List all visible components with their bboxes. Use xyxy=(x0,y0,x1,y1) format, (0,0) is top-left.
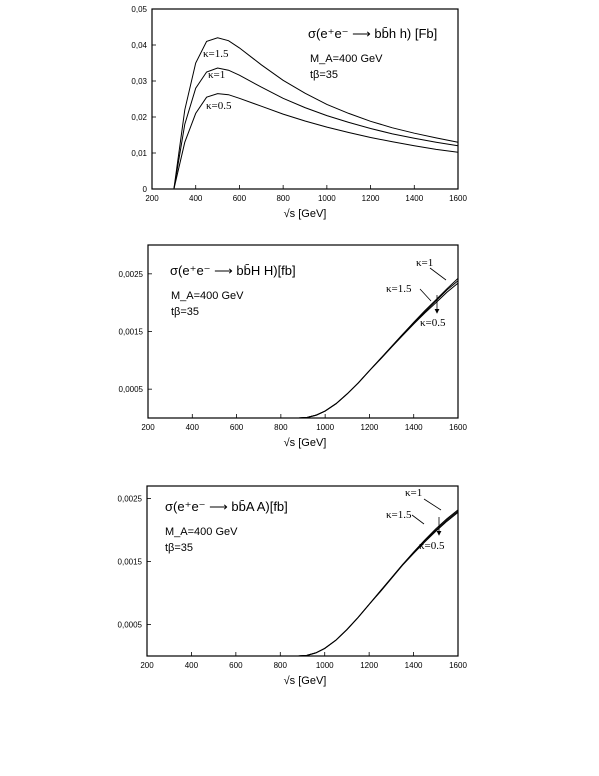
x-tick-label: 1200 xyxy=(361,423,379,432)
series-label-k0-5: κ=0.5 xyxy=(206,100,232,112)
series-line-0 xyxy=(173,37,459,190)
x-tick-label: 1600 xyxy=(449,661,467,670)
chart-panel-HH: 200 400 600 800 1000 1200 1400 1600 0,0005 0,0015… xyxy=(119,244,468,449)
plot-frame xyxy=(151,8,459,190)
ticks-layer: 200 400 600 800 1000 1200 1400 1600 0,0005 0,0015… xyxy=(119,270,468,432)
x-tick-label: 1400 xyxy=(405,661,423,670)
x-tick-label: 1000 xyxy=(316,661,334,670)
x-tick-label: 1200 xyxy=(362,194,380,203)
x-tick-label: 200 xyxy=(141,423,155,432)
series-line-1 xyxy=(298,278,459,419)
series-label-k1-5: κ=1.5 xyxy=(386,509,412,521)
y-tick-label: 0,0025 xyxy=(118,495,143,504)
series-label-k0-5: κ=0.5 xyxy=(419,540,445,552)
annotation-mass: M_A=400 GeV xyxy=(165,526,238,538)
series-line-2 xyxy=(173,93,459,190)
x-tick-label: 1600 xyxy=(449,194,467,203)
x-tick-label: 800 xyxy=(276,194,290,203)
annotation-tanbeta: tβ=35 xyxy=(310,69,338,81)
y-tick-label: 0,05 xyxy=(131,5,147,14)
series-layer xyxy=(298,509,459,657)
x-tick-label: 400 xyxy=(186,423,200,432)
y-tick-label: 0,0025 xyxy=(119,270,144,279)
series-line-1 xyxy=(173,67,459,190)
chart-panel-hh: 200 400 600 800 1000 1200 1400 1600 0 0,01 0,02 0,0… xyxy=(131,5,467,220)
x-tick-label: 1600 xyxy=(449,423,467,432)
series-label-k1: κ=1 xyxy=(208,69,225,81)
series-label-k1-5: κ=1.5 xyxy=(386,283,412,295)
series-layer xyxy=(173,37,459,190)
arrow-k1 xyxy=(429,267,447,281)
series-label-k1: κ=1 xyxy=(405,487,422,499)
annotation-tanbeta: tβ=35 xyxy=(171,306,199,318)
chart-title: σ(e⁺e⁻ ⟶ bb̄A A)[fb] xyxy=(165,499,288,514)
arrow-k1-5 xyxy=(411,514,425,525)
x-tick-label: 400 xyxy=(189,194,203,203)
chart-panel-AA: 200 400 600 800 1000 1200 1400 1600 0,0005 0,0015… xyxy=(118,485,468,687)
annotation-mass: M_A=400 GeV xyxy=(310,53,383,65)
y-tick-label: 0,0015 xyxy=(119,328,144,337)
x-tick-label: 200 xyxy=(145,194,159,203)
x-tick-label: 800 xyxy=(274,423,288,432)
series-line-2 xyxy=(298,512,459,657)
x-tick-label: 400 xyxy=(185,661,199,670)
series-label-k1-5: κ=1.5 xyxy=(203,48,229,60)
x-tick-label: 800 xyxy=(274,661,288,670)
chart-title: σ(e⁺e⁻ ⟶ bb̄H H)[fb] xyxy=(170,263,296,278)
x-tick-label: 1000 xyxy=(316,423,334,432)
series-label-k0-5: κ=0.5 xyxy=(420,317,446,329)
arrow-k1-5 xyxy=(419,288,432,302)
x-axis-label: √s [GeV] xyxy=(284,208,327,220)
annotation-tanbeta: tβ=35 xyxy=(165,542,193,554)
y-tick-label: 0,0015 xyxy=(118,558,143,567)
arrow-k1 xyxy=(423,498,442,511)
y-tick-label: 0,0005 xyxy=(118,621,143,630)
series-layer xyxy=(298,278,459,419)
x-tick-label: 600 xyxy=(229,661,243,670)
x-tick-label: 600 xyxy=(230,423,244,432)
y-tick-label: 0 xyxy=(143,185,148,194)
series-line-2 xyxy=(298,282,459,419)
annotation-mass: M_A=400 GeV xyxy=(171,290,244,302)
y-tick-label: 0,02 xyxy=(131,113,147,122)
x-tick-label: 1200 xyxy=(360,661,378,670)
ticks-layer: 200 400 600 800 1000 1200 1400 1600 0 0,01 0,02 0,0… xyxy=(131,5,467,203)
y-tick-label: 0,01 xyxy=(131,149,147,158)
x-tick-label: 600 xyxy=(233,194,247,203)
x-axis-label: √s [GeV] xyxy=(284,675,327,687)
x-tick-label: 1400 xyxy=(405,423,423,432)
y-tick-label: 0,03 xyxy=(131,77,147,86)
x-tick-label: 1000 xyxy=(318,194,336,203)
x-tick-label: 200 xyxy=(140,661,154,670)
series-label-k1: κ=1 xyxy=(416,257,433,269)
x-tick-label: 1400 xyxy=(405,194,423,203)
y-tick-label: 0,0005 xyxy=(119,385,144,394)
x-axis-label: √s [GeV] xyxy=(284,437,327,449)
ticks-layer: 200 400 600 800 1000 1200 1400 1600 0,0005 0,0015… xyxy=(118,495,468,670)
y-tick-label: 0,04 xyxy=(131,41,147,50)
chart-title: σ(e⁺e⁻ ⟶ bb̄h h) [Fb] xyxy=(308,26,437,41)
